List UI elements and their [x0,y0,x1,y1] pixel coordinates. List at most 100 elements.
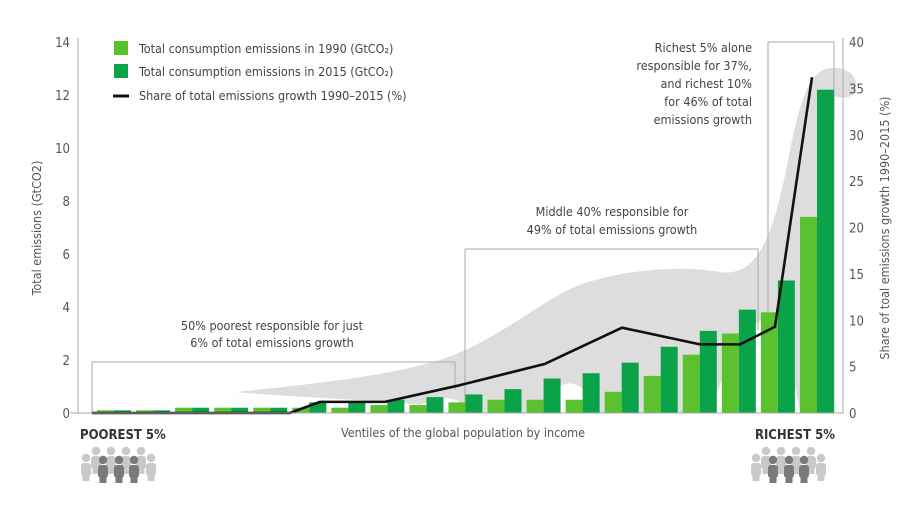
person-icon-back [807,465,815,474]
bar-1990 [565,399,583,413]
person-icon-side [147,472,155,481]
person-icon-front [769,474,777,483]
bar-1990 [409,405,427,413]
y-tick-label: 8 [63,195,70,210]
person-icon-side [82,472,90,481]
annotation-poorest-line-1: 50% poorest responsible for just [181,318,364,333]
person-icon-front [99,474,107,483]
y2-tick-label: 35 [849,82,864,97]
bar-2015 [816,89,834,413]
bar-1990 [253,407,271,413]
person-icon-front [115,474,123,483]
bar-1990 [331,407,349,413]
person-icon-back [806,446,816,456]
x-axis-title: Ventiles of the global population by inc… [341,425,585,440]
person-icon-front [800,474,808,483]
annotation-richest: Richest 5% alone responsible for 37%, an… [636,40,752,127]
bracket-richest-5 [767,41,835,413]
person-icon-side [81,453,91,463]
person-icon-back [106,446,116,456]
person-icon-back [92,465,100,474]
person-icon-front [98,455,108,465]
person-icon-side [816,453,826,463]
legend-label-1990: Total consumption emissions in 1990 (GtC… [138,41,393,56]
person-icon-back [791,446,801,456]
x-label-richest: RICHEST 5% [755,428,835,443]
bar-1990 [760,312,778,413]
bar-1990 [136,410,154,413]
bar-2015 [465,394,483,413]
annotation-richest-line-4: for 46% of total [664,94,752,109]
group-brackets [91,41,835,413]
annotation-poorest-line-2: 6% of total emissions growth [190,335,353,350]
x-label-poorest: POOREST 5% [80,428,166,443]
person-icon-side [751,453,761,463]
bar-1990 [526,399,544,413]
y2-axis-title: Share of toal emissions growth 1990–2015… [877,96,892,359]
bar-2015 [543,378,561,413]
person-icon-back [761,446,771,456]
bar-1990 [448,402,466,413]
y-tick-label: 14 [55,36,70,51]
y-tick-label: 10 [55,142,70,157]
person-icon-back [776,446,786,456]
bar-1990 [97,410,114,413]
legend: Total consumption emissions in 1990 (GtC… [113,41,407,103]
y2-tick-label: 25 [849,175,864,190]
legend-label-2015: Total consumption emissions in 2015 (GtC… [138,64,393,79]
bar-2015 [270,407,288,413]
legend-swatch-1990 [114,41,128,55]
annotation-middle-line-1: Middle 40% responsible for [536,204,689,219]
person-icon-side [752,472,760,481]
bracket-middle-40 [464,248,759,413]
bar-2015 [114,410,131,413]
legend-label-share: Share of total emissions growth 1990–201… [139,88,407,103]
bar-2015 [582,373,600,413]
bar-2015 [426,397,444,413]
annotation-richest-line-3: and richest 10% [660,76,752,91]
person-icon-back [762,465,770,474]
people-icon-poorest [81,446,156,483]
person-icon-front [768,455,778,465]
bars-layer [97,89,834,413]
person-icon-front [799,455,809,465]
bar-2015 [387,399,405,413]
silhouette-shape [236,67,857,413]
y2-tick-label: 10 [849,314,864,329]
y-tick-label: 0 [63,407,70,422]
bar-2015 [504,389,522,413]
y2-tick-label: 20 [849,222,864,237]
y-tick-label: 6 [63,248,70,263]
bar-1990 [370,405,388,413]
bar-2015 [699,330,717,413]
bar-1990 [175,407,193,413]
annotation-richest-line-2: responsible for 37%, [636,58,752,73]
bar-1990 [643,375,661,413]
bar-2015 [192,407,210,413]
bar-2015 [153,410,171,413]
bracket-poorest-50 [91,361,456,413]
person-icon-back [121,446,131,456]
axes-layer: 0 2 4 6 8 10 12 14 0 5 10 15 20 25 30 35 40 [55,36,864,422]
bar-2015 [348,402,366,413]
person-icon-front [130,474,138,483]
annotation-poorest: 50% poorest responsible for just 6% of t… [181,318,364,350]
bar-1990 [604,391,622,413]
bar-2015 [660,346,678,413]
people-icon-richest [751,446,826,483]
person-icon-side [146,453,156,463]
person-icon-front [785,474,793,483]
annotation-middle: Middle 40% responsible for 49% of total … [527,204,698,237]
y-tick-label: 4 [63,301,70,316]
bar-2015 [621,362,639,413]
y2-tick-label: 15 [849,268,864,283]
annotation-richest-line-1: Richest 5% alone [655,40,752,55]
bar-1990 [721,333,739,413]
bar-2015 [309,402,327,413]
person-icon-side [817,472,825,481]
y-axis-title: Total emissions (GtCO2) [29,161,44,297]
y-tick-label: 12 [55,89,70,104]
annotation-middle-line-2: 49% of total emissions growth [527,222,698,237]
person-icon-front [129,455,139,465]
